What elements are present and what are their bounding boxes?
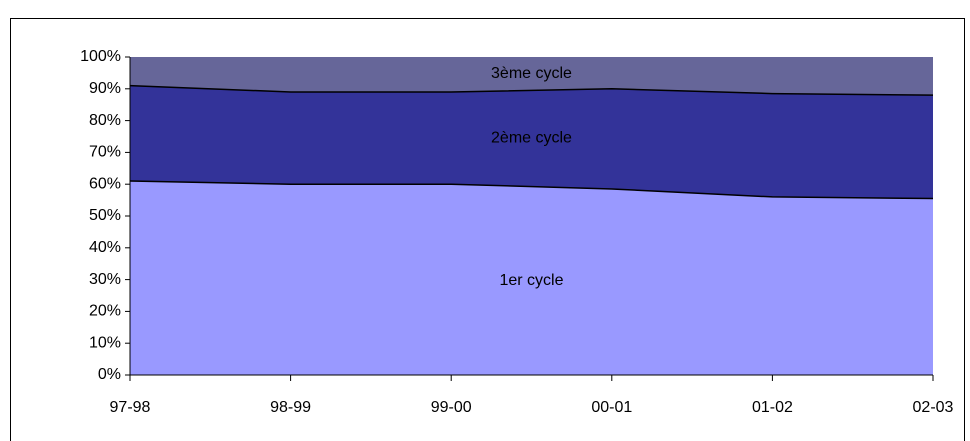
x-tick-label: 98-99 xyxy=(270,399,311,416)
area xyxy=(130,181,933,375)
x-tick-label: 97-98 xyxy=(110,399,151,416)
y-tick-label: 70% xyxy=(89,144,121,161)
x-tick-label: 99-00 xyxy=(431,399,472,416)
y-tick-label: 60% xyxy=(89,175,121,192)
area xyxy=(130,57,933,96)
area-boundary xyxy=(129,180,934,200)
y-tick-label: 50% xyxy=(89,207,121,224)
y-tick-label: 90% xyxy=(89,80,121,97)
series-label: 2ème cycle xyxy=(491,130,572,147)
x-tick-label: 02-03 xyxy=(913,399,954,416)
y-tick-label: 30% xyxy=(89,271,121,288)
y-tick-label: 40% xyxy=(89,239,121,256)
series-label: 1er cycle xyxy=(499,272,563,289)
y-tick-label: 20% xyxy=(89,303,121,320)
area xyxy=(130,85,933,199)
x-tick-label: 01-02 xyxy=(752,399,793,416)
series-label: 3ème cycle xyxy=(491,65,572,82)
y-tick-label: 0% xyxy=(98,366,121,383)
y-tick-label: 10% xyxy=(89,334,121,351)
x-tick-label: 00-01 xyxy=(591,399,632,416)
area-boundary xyxy=(129,84,934,96)
y-tick-label: 80% xyxy=(89,112,121,129)
y-tick-label: 100% xyxy=(80,48,121,65)
